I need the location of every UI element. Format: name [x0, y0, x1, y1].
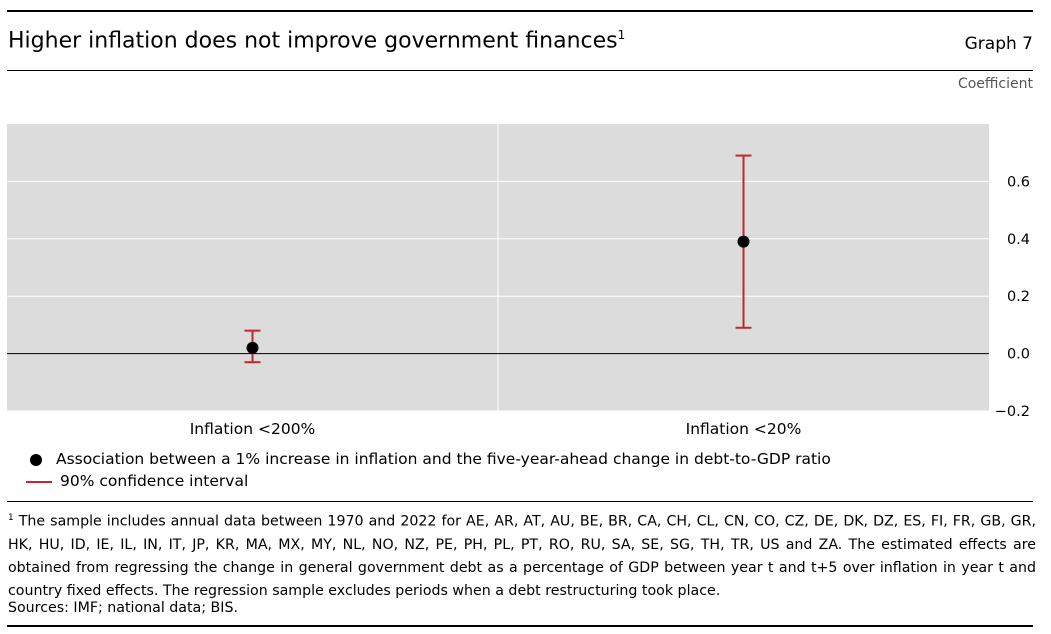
top-rule: [7, 10, 1033, 12]
y-tick-labels: 0.6 0.4 0.2 0.0 −0.2: [995, 174, 1030, 420]
chart-plot: 0.60.40.20.0−0.2 Inflation <200% Inflatio…: [7, 124, 1030, 438]
y-tick-label: 0.6: [1007, 174, 1030, 190]
bottom-rule: [7, 625, 1033, 627]
legend-point-label: Association between a 1% increase in inf…: [56, 450, 831, 468]
chart-title: Higher inflation does not improve govern…: [8, 28, 625, 53]
footnote-text: The sample includes annual data between …: [8, 513, 1036, 599]
x-category-label: Inflation <20%: [686, 420, 802, 438]
data-point: [737, 235, 750, 248]
legend-point-swatch: [30, 453, 42, 466]
x-category-labels: Inflation <200% Inflation <20%: [190, 420, 802, 438]
y-tick-label: 0.2: [1007, 289, 1030, 305]
legend-point: Association between a 1% increase in inf…: [26, 450, 831, 468]
title-footnote-marker: 1: [617, 28, 626, 42]
legend-ci-label: 90% confidence interval: [60, 472, 249, 490]
x-category-label: Inflation <200%: [190, 420, 316, 438]
data-marks: [244, 154, 752, 364]
footnote: 1 The sample includes annual data between…: [8, 507, 1036, 603]
y-tick-label: −0.2: [995, 404, 1030, 420]
footnote-marker: 1: [8, 513, 14, 523]
y-tick-label: 0.0: [1007, 347, 1030, 363]
footnote-rule: [7, 501, 1033, 502]
chart-title-text: Higher inflation does not improve govern…: [8, 28, 618, 54]
graph-number: Graph 7: [964, 34, 1033, 54]
y-axis-unit-label: Coefficient: [957, 76, 1033, 92]
legend-ci: 90% confidence interval: [26, 472, 248, 490]
title-rule: [7, 70, 1033, 71]
sources: Sources: IMF; national data; BIS.: [8, 600, 238, 616]
y-tick-label: 0.4: [1007, 232, 1030, 248]
data-point: [246, 341, 259, 354]
legend-ci-swatch: [26, 480, 52, 483]
